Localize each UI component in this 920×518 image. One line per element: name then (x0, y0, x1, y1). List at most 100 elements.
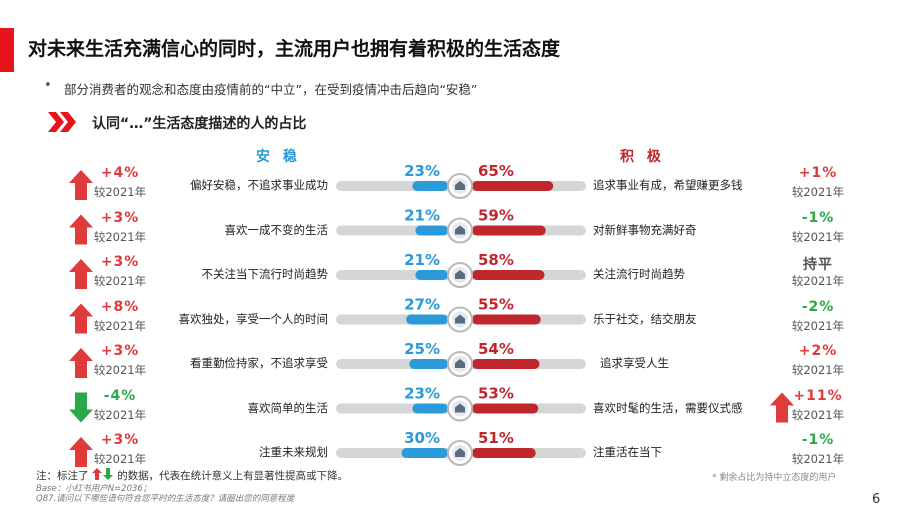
positive-value-label: 65% (478, 162, 514, 180)
house-icon (455, 225, 465, 235)
left-change-value: +3% (100, 209, 140, 226)
arrow-up-icon (69, 170, 93, 200)
left-change-compare: 较2021年 (93, 363, 147, 377)
stable-bar (401, 448, 448, 458)
positive-value-label: 54% (478, 340, 514, 358)
left-change-value: +3% (100, 254, 140, 270)
stable-statement: 注重未来规划 (259, 445, 328, 459)
right-change-compare: 较2021年 (791, 185, 845, 199)
positive-bar (472, 270, 545, 280)
left-change-compare: 较2021年 (93, 318, 147, 333)
positive-bar (472, 448, 536, 458)
positive-value-label: 58% (478, 251, 514, 269)
house-icon (455, 314, 465, 324)
section-title: 认同“…”生活态度描述的人的占比 (92, 116, 307, 132)
left-change-value: +8% (100, 298, 140, 315)
title-accent-bar (0, 28, 14, 72)
left-change-compare: 较2021年 (93, 407, 147, 422)
positive-bar (472, 403, 539, 414)
left-change-value: +3% (100, 432, 140, 448)
right-change-value: -2% (801, 298, 835, 315)
house-icon (455, 359, 465, 368)
stable-bar (415, 225, 448, 236)
positive-value-label: 53% (478, 385, 514, 403)
stable-value-label: 23% (404, 162, 440, 180)
right-change-compare: 较2021年 (791, 318, 845, 333)
positive-bar (472, 181, 554, 191)
positive-value-label: 59% (478, 207, 514, 225)
left-change-compare: 较2021年 (93, 274, 147, 288)
right-change-value: -1% (801, 432, 835, 448)
neutral-note: * 剩余占比为持中立态度的用户 (712, 473, 837, 483)
stable-value-label: 23% (404, 385, 440, 403)
stable-statement: 偏好安稳，不追求事业成功 (190, 178, 328, 192)
left-change-value: +4% (100, 165, 140, 181)
stable-value-label: 25% (404, 340, 440, 358)
right-change-compare: 较2021年 (791, 452, 845, 466)
arrow-down-icon (69, 392, 93, 423)
subtitle: 部分消费者的观念和态度由疫情前的“中立”，在受到疫情冲击后趋向“安稳” (64, 82, 478, 97)
up-down-arrows-icon (91, 468, 113, 480)
stable-statement: 喜欢独处，享受一个人的时间 (178, 311, 329, 326)
footnote-base: Base：小红书用户N=2036； (36, 484, 152, 494)
positive-statement: 追求享受人生 (600, 356, 669, 370)
house-icon (455, 181, 465, 190)
page-number: 6 (872, 492, 881, 507)
arrow-up-icon (770, 392, 794, 423)
stable-value-label: 30% (404, 429, 440, 447)
stable-value-label: 21% (404, 207, 440, 225)
positive-statement: 对新鲜事物充满好奇 (593, 222, 697, 237)
stable-value-label: 21% (404, 251, 440, 269)
footnote-question: Q87.请问以下哪些语句符合您平时的生活态度？请圈出您的同意程度 (36, 494, 295, 504)
positive-statement: 注重活在当下 (593, 445, 662, 459)
left-change-compare: 较2021年 (93, 229, 147, 244)
footnote-note-prefix: 注：标注了 (36, 470, 89, 482)
right-change-compare: 较2021年 (791, 363, 845, 377)
positive-bar (472, 314, 541, 325)
stable-bar (409, 359, 448, 369)
header-positive: 积 极 (620, 149, 665, 165)
left-change-value: -4% (103, 387, 137, 404)
positive-value-label: 55% (478, 296, 514, 314)
stable-statement: 不关注当下流行时尚趋势 (201, 267, 329, 281)
arrow-up-icon (69, 259, 93, 289)
page-title: 对未来生活充满信心的同时，主流用户也拥有着积极的生活态度 (28, 38, 561, 60)
positive-statement: 关注流行时尚趋势 (593, 267, 685, 281)
stable-statement: 喜欢一成不变的生活 (224, 222, 329, 237)
right-change-value: +2% (798, 343, 838, 359)
positive-value-label: 51% (478, 429, 514, 447)
positive-bar (472, 359, 540, 369)
positive-bar (472, 225, 546, 236)
house-icon (455, 270, 465, 279)
positive-statement: 追求事业有成，希望赚更多钱 (593, 178, 743, 192)
stable-bar (415, 270, 448, 280)
right-change-compare: 较2021年 (791, 229, 845, 244)
footnote-note-suffix: 的数据，代表在统计意义上有显著性提高或下降。 (117, 470, 349, 482)
left-change-compare: 较2021年 (93, 452, 147, 466)
stable-statement: 喜欢简单的生活 (247, 400, 329, 415)
house-icon (455, 448, 465, 457)
right-change-value: 持平 (803, 257, 833, 273)
right-change-value: -1% (801, 209, 835, 226)
bullet-dot: • (44, 78, 52, 93)
right-change-value: +1% (798, 165, 838, 181)
left-change-compare: 较2021年 (93, 185, 147, 199)
positive-statement: 乐于社交，结交朋友 (593, 311, 697, 326)
stable-bar (412, 403, 448, 414)
chevron-double-right-icon (48, 112, 76, 132)
stable-value-label: 27% (404, 296, 440, 314)
left-change-value: +3% (100, 343, 140, 359)
footnote-note: 注：标注了 的数据，代表在统计意义上有显著性提高或下降。 (36, 468, 348, 483)
right-change-value: +11% (793, 387, 843, 404)
header-stable: 安 稳 (256, 149, 301, 165)
arrow-up-icon (69, 437, 93, 467)
stable-statement: 看重勤俭持家，不追求享受 (190, 356, 328, 370)
house-icon (455, 403, 465, 413)
stable-bar (406, 314, 448, 325)
positive-statement: 喜欢时髦的生活，需要仪式感 (593, 400, 743, 415)
arrow-up-icon (69, 348, 93, 378)
stable-bar (412, 181, 448, 191)
right-change-compare: 较2021年 (791, 274, 845, 288)
arrow-up-icon (69, 303, 93, 334)
